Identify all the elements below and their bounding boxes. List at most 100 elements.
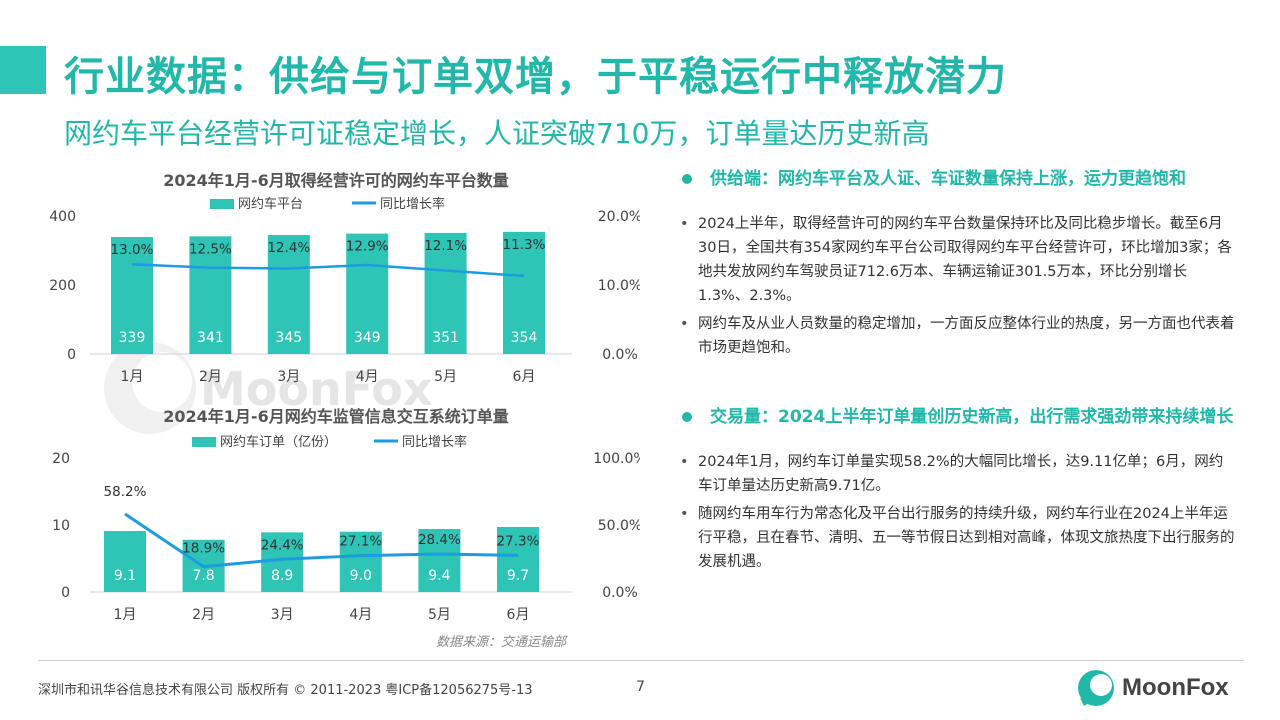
y-tick-label: 20 [52, 451, 70, 467]
bullet-text: 网约车及从业人员数量的稳定增加，一方面反应整体行业的热度，另一方面也代表着市场更… [698, 316, 1235, 356]
bar-value-label: 345 [275, 330, 302, 346]
bullet-text: 2024上半年，取得经营许可的网约车平台数量保持环比及同比稳步增长。截至6月30… [698, 216, 1232, 304]
list-item: • 2024上半年，取得经营许可的网约车平台数量保持环比及同比稳步增长。截至6月… [676, 212, 1236, 308]
page-subtitle: 网约车平台经营许可证稳定增长，人证突破710万，订单量达历史新高 [64, 117, 930, 150]
bar [503, 231, 545, 354]
chart-title: 2024年1月-6月网约车监管信息交互系统订单量 [163, 407, 508, 426]
growth-line [124, 512, 519, 569]
line-value-label: 11.3% [503, 237, 546, 253]
y2-tick-label: 0.0% [602, 347, 638, 363]
supply-heading: 供给端：网约车平台及人证、车证数量保持上涨，运力更趋饱和 [676, 166, 1236, 192]
bullet-text: 随网约车用车行为常态化及平台出行服务的持续升级，网约车行业在2024上半年运行平… [698, 506, 1235, 570]
bullet-text: 2024年1月，网约车订单量实现58.2%的大幅同比增长，达9.11亿单；6月，… [698, 454, 1224, 494]
line-value-label: 58.2% [104, 484, 147, 500]
bullet-dot-icon [682, 412, 692, 422]
supply-section: 供给端：网约车平台及人证、车证数量保持上涨，运力更趋饱和 • 2024上半年，取… [676, 166, 1236, 360]
bar-value-label: 9.7 [507, 568, 529, 584]
growth-line [131, 263, 525, 278]
bar [339, 531, 382, 592]
trade-heading: 交易量：2024上半年订单量创历史新高，出行需求强劲带来持续增长 [676, 404, 1236, 430]
x-tick-label: 6月 [513, 369, 536, 385]
y-tick-label: 10 [52, 518, 70, 534]
page-number: 7 [636, 679, 645, 695]
bullet-mark-icon: • [680, 506, 689, 522]
x-tick-label: 1月 [114, 607, 137, 623]
y2-tick-label: 10.0% [598, 278, 640, 294]
line-value-label: 13.0% [111, 242, 154, 258]
list-item: • 随网约车用车行为常态化及平台出行服务的持续升级，网约车行业在2024上半年运… [676, 502, 1236, 574]
bar [111, 237, 153, 354]
trade-section: 交易量：2024上半年订单量创历史新高，出行需求强劲带来持续增长 • 2024年… [676, 404, 1236, 574]
bullet-mark-icon: • [680, 216, 689, 232]
logo-text: MoonFox [1122, 674, 1229, 701]
line-value-label: 24.4% [261, 537, 304, 553]
bar-value-label: 341 [197, 330, 224, 346]
line-value-label: 27.1% [339, 534, 382, 550]
x-tick-label: 3月 [271, 607, 294, 623]
legend-label: 网约车订单（亿份） [220, 434, 337, 450]
x-tick-label: 5月 [428, 607, 451, 623]
title-accent-block [0, 46, 46, 94]
y-tick-label: 200 [49, 278, 76, 294]
y-tick-label: 0 [67, 347, 76, 363]
line-value-label: 12.4% [267, 240, 310, 256]
line-value-label: 12.5% [189, 241, 232, 257]
bar [267, 234, 310, 354]
bar-value-label: 354 [511, 330, 538, 346]
legend-swatch-bar [192, 437, 216, 447]
bar-value-label: 351 [432, 330, 459, 346]
y2-tick-label: 20.0% [598, 209, 640, 225]
chart-title: 2024年1月-6月取得经营许可的网约车平台数量 [163, 171, 508, 190]
line-value-label: 12.1% [424, 238, 467, 254]
bar [346, 233, 389, 354]
bar-value-label: 339 [119, 330, 146, 346]
x-tick-label: 3月 [277, 369, 300, 385]
x-tick-label: 2月 [199, 369, 222, 385]
x-tick-label: 1月 [121, 369, 144, 385]
bar-value-label: 9.0 [350, 568, 372, 584]
footer-copyright: 深圳市和讯华谷信息技术有限公司 版权所有 © 2011-2023 粤ICP备12… [38, 683, 533, 698]
bar-value-label: 7.8 [192, 568, 214, 584]
x-tick-label: 4月 [356, 369, 379, 385]
moonfox-logo-icon [1078, 670, 1114, 706]
footer-divider [38, 660, 1244, 661]
x-tick-label: 4月 [349, 607, 372, 623]
bar [497, 527, 539, 592]
y2-tick-label: 50.0% [598, 518, 640, 534]
bar-value-label: 9.1 [114, 568, 136, 584]
line-value-label: 18.9% [182, 541, 225, 557]
bullet-mark-icon: • [680, 316, 689, 332]
y2-tick-label: 100.0% [593, 451, 640, 467]
bar [261, 532, 304, 592]
list-item: • 网约车及从业人员数量的稳定增加，一方面反应整体行业的热度，另一方面也代表着市… [676, 312, 1236, 360]
moonfox-logo: MoonFox [1076, 668, 1246, 710]
legend-swatch-bar [210, 199, 234, 209]
bullet-mark-icon: • [680, 454, 689, 470]
x-tick-label: 6月 [507, 607, 530, 623]
bar-value-label: 349 [354, 330, 381, 346]
list-item: • 2024年1月，网约车订单量实现58.2%的大幅同比增长，达9.11亿单；6… [676, 450, 1236, 498]
y-tick-label: 0 [61, 585, 70, 601]
x-tick-label: 5月 [434, 369, 457, 385]
y2-tick-label: 0.0% [602, 585, 638, 601]
bar [424, 232, 467, 354]
line-value-label: 12.9% [346, 239, 389, 255]
data-source: 数据来源：交通运输部 [436, 635, 567, 650]
legend-label: 网约车平台 [238, 196, 303, 212]
line-value-label: 28.4% [418, 532, 461, 548]
y-tick-label: 400 [49, 209, 76, 225]
x-tick-label: 2月 [192, 607, 215, 623]
bar [104, 531, 146, 592]
right-panel: 供给端：网约车平台及人证、车证数量保持上涨，运力更趋饱和 • 2024上半年，取… [676, 166, 1236, 574]
bar [189, 236, 232, 354]
page-title: 行业数据：供给与订单双增，于平稳运行中释放潜力 [64, 54, 1007, 100]
bar-value-label: 9.4 [428, 568, 450, 584]
bullet-dot-icon [682, 174, 692, 184]
bar-value-label: 8.9 [271, 568, 293, 584]
legend-label: 同比增长率 [402, 434, 467, 450]
line-value-label: 27.3% [497, 533, 540, 549]
bar [418, 529, 461, 592]
trade-heading-text: 交易量：2024上半年订单量创历史新高，出行需求强劲带来持续增长 [710, 407, 1234, 427]
supply-heading-text: 供给端：网约车平台及人证、车证数量保持上涨，运力更趋饱和 [710, 169, 1186, 189]
